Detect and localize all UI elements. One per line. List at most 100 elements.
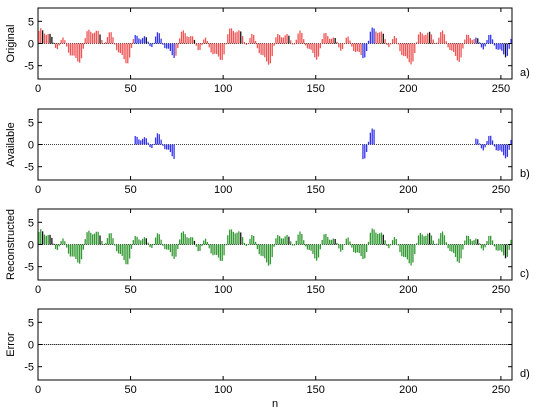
bar [364,244,366,259]
bar [43,234,46,245]
bar [408,244,410,264]
bar [354,244,357,253]
bar [77,244,79,263]
bar [95,30,97,44]
bar [38,30,40,44]
bar [364,43,366,58]
bar [147,242,149,245]
bar [240,232,242,245]
bar [349,40,351,44]
x-tick-label: 100 [214,83,232,95]
bar [375,31,377,44]
bar [458,43,460,62]
y-tick-label: -5 [24,362,34,374]
x-tick-label: 250 [492,83,510,95]
bar [88,29,90,44]
bar [273,244,275,247]
bar [101,241,103,245]
bar [491,140,494,145]
bar [286,234,288,245]
x-tick-label: 100 [214,384,232,396]
bar [158,234,160,245]
bar [251,234,253,245]
x-tick-label: 0 [35,284,41,296]
bar [269,244,272,265]
bar [241,237,244,245]
bar [243,242,246,245]
bar [295,39,297,44]
bar [116,244,118,252]
bar [158,134,160,145]
bar [280,238,283,245]
bar [228,229,231,245]
bar [445,41,447,44]
bar [269,43,272,64]
bar [328,38,331,44]
bar [314,43,316,58]
x-tick-label: 150 [307,384,325,396]
bar [334,37,336,44]
bar [240,31,242,44]
bar [191,237,194,245]
bar [395,239,397,245]
x-tick-label: 50 [124,184,136,196]
x-tick-label: 0 [35,83,41,95]
bar [406,244,409,260]
bar [486,141,488,145]
bar [369,132,372,145]
bar [40,229,42,245]
bar [428,31,431,44]
bar [234,32,236,44]
bar [403,244,405,257]
bar [490,34,492,44]
bar [367,241,370,245]
bar [217,244,220,258]
bar [345,238,347,245]
bar [138,139,140,145]
bar [471,39,473,44]
bar [145,238,147,245]
bar [203,39,205,44]
bar [367,40,370,44]
bar [488,135,490,145]
bar [388,244,390,249]
bar [356,244,359,253]
bar [123,43,125,60]
bar [464,39,466,44]
bar [369,31,372,44]
y-axis-label: Reconstructed [5,209,17,280]
bar [86,31,88,44]
bar [247,42,249,44]
bar [451,43,453,51]
bar [403,43,405,56]
bar [312,244,314,254]
bar [310,43,312,50]
bar [510,139,512,145]
bar [149,244,151,248]
bar [373,229,375,245]
bar [438,238,440,245]
bar [245,43,247,45]
bar [71,43,73,56]
bar [264,244,266,259]
bar [360,43,362,56]
bar [64,241,66,245]
y-tick-label: -5 [24,162,34,174]
bar [53,243,55,245]
bar [453,43,455,53]
bar [282,37,284,44]
bar [82,43,85,49]
bar [441,231,444,245]
bar [499,43,501,50]
bar [447,244,449,249]
bar [275,238,277,245]
bar [421,234,423,245]
bar [497,43,499,50]
y-tick-label: 5 [28,117,34,129]
bar [38,231,40,245]
bar [106,37,109,44]
bar [236,31,238,44]
bar [138,38,140,44]
bar [414,43,416,53]
